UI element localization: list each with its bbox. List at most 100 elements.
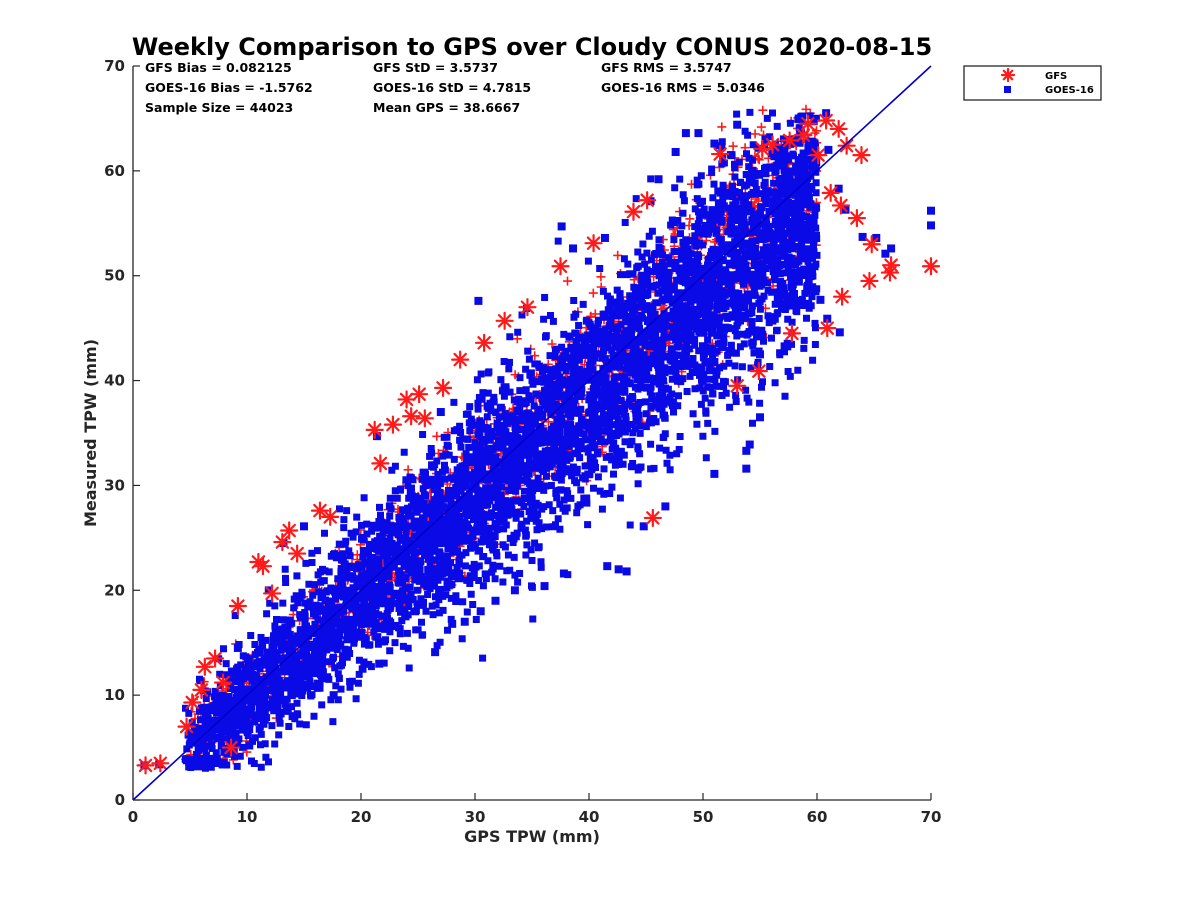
goes16-point — [756, 413, 764, 422]
goes16-point — [603, 562, 612, 571]
goes16-point — [557, 222, 566, 231]
goes16-point — [510, 586, 519, 595]
gfs-point — [288, 544, 307, 563]
gfs-point — [821, 183, 840, 202]
goes16-point — [639, 522, 648, 531]
y-tick-label: 10 — [104, 686, 125, 704]
goes16-point — [694, 129, 703, 138]
goes16-point — [448, 619, 457, 628]
stat-text: GOES-16 Bias = -1.5762 — [145, 80, 313, 95]
gfs-point — [860, 271, 879, 291]
gfs-point — [321, 507, 340, 526]
goes16-point — [391, 621, 400, 630]
y-tick-label: 60 — [104, 162, 125, 180]
goes16-point — [661, 502, 670, 511]
gfs-point — [136, 756, 155, 775]
goes16-point — [927, 206, 935, 215]
gfs-point — [371, 454, 390, 473]
x-axis-label: GPS TPW (mm) — [464, 827, 600, 846]
gfs-point — [228, 596, 247, 616]
gfs-point — [832, 287, 852, 306]
gfs-point — [495, 311, 514, 330]
goes16-point — [474, 296, 483, 305]
goes16-point — [824, 145, 833, 154]
gfs-point — [818, 319, 837, 338]
goes16-point — [887, 244, 896, 253]
goes16-point — [233, 643, 242, 652]
gfs-point — [728, 376, 747, 395]
goes16-point — [823, 314, 832, 323]
gfs-point — [415, 409, 434, 428]
goes16-point — [622, 567, 631, 576]
y-tick-label: 30 — [104, 476, 125, 494]
goes16-point — [927, 221, 935, 230]
gfs-point — [831, 196, 851, 215]
y-axis-label: Measured TPW (mm) — [81, 339, 100, 527]
goes16-point — [727, 151, 736, 160]
gfs-point — [817, 111, 836, 130]
gfs-point — [397, 390, 416, 409]
goes16-point — [681, 129, 690, 138]
goes16-point — [614, 565, 623, 574]
data-points-layer — [136, 109, 941, 775]
goes16-point — [773, 161, 782, 170]
gfs-point — [847, 208, 867, 228]
gfs-point — [213, 673, 233, 692]
legend-goes16-label: GOES-16 — [1045, 85, 1094, 96]
goes16-point — [835, 328, 844, 337]
gfs-point — [451, 350, 470, 369]
x-tick-label: 0 — [128, 808, 138, 826]
stat-text: Sample Size = 44023 — [145, 100, 293, 115]
gfs-point — [749, 362, 768, 381]
gfs-point — [837, 136, 856, 155]
y-tick-label: 50 — [104, 267, 125, 285]
gfs-point — [151, 754, 170, 773]
gfs-point — [829, 119, 848, 139]
x-tick-label: 60 — [807, 808, 828, 826]
gfs-point — [253, 557, 273, 576]
gfs-point — [809, 146, 828, 165]
goes16-point — [742, 464, 751, 473]
goes16-point — [816, 295, 825, 304]
goes16-point — [600, 233, 609, 242]
goes16-point — [858, 232, 867, 241]
gfs-point — [782, 324, 802, 343]
goes16-point — [654, 175, 663, 184]
gfs-point — [273, 532, 292, 552]
y-tick-label: 70 — [104, 57, 125, 75]
legend-box — [963, 65, 1102, 101]
goes16-point — [559, 569, 568, 578]
gfs-point — [205, 649, 225, 668]
gfs-point — [221, 738, 241, 757]
x-tick-label: 70 — [921, 808, 942, 826]
gfs-point — [624, 202, 643, 221]
legend-goes16-marker — [1004, 86, 1011, 93]
gfs-point — [763, 135, 782, 154]
gfs-point — [584, 234, 603, 253]
gfs-point — [433, 378, 453, 398]
x-tick-label: 10 — [237, 808, 258, 826]
gfs-point — [183, 693, 202, 712]
goes16-point — [219, 760, 228, 769]
x-tick-label: 40 — [579, 808, 600, 826]
gfs-point — [365, 420, 384, 439]
gfs-point — [880, 263, 900, 282]
goes16-point — [288, 712, 297, 721]
gfs-point — [192, 680, 211, 700]
y-tick-label: 20 — [104, 581, 125, 599]
gfs-point — [862, 235, 881, 254]
legend-gfs-marker — [1000, 67, 1016, 83]
stat-text: GFS Bias = 0.082125 — [145, 60, 292, 75]
goes16-point — [329, 691, 338, 700]
gfs-point — [852, 146, 871, 165]
goes16-point — [834, 184, 843, 193]
goes16-point — [460, 617, 469, 626]
gfs-point — [177, 717, 196, 736]
gfs-point — [638, 191, 657, 210]
stat-text: GOES-16 RMS = 5.0346 — [601, 80, 765, 95]
x-tick-label: 50 — [693, 808, 714, 826]
legend-gfs-label: GFS — [1045, 71, 1067, 82]
x-tick-label: 30 — [465, 808, 486, 826]
goes16-point — [300, 522, 308, 531]
